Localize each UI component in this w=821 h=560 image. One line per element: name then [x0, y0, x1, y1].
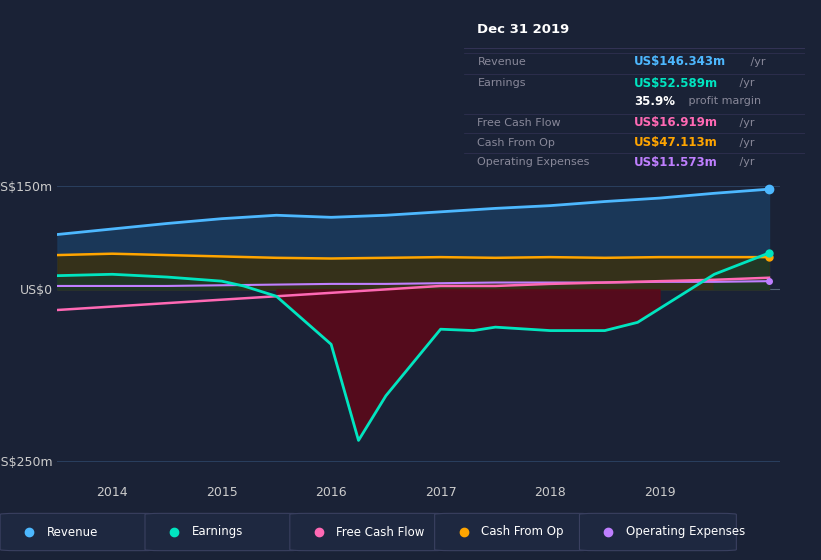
- Text: /yr: /yr: [736, 138, 755, 147]
- Text: 35.9%: 35.9%: [635, 95, 675, 108]
- FancyBboxPatch shape: [290, 514, 447, 550]
- Text: Dec 31 2019: Dec 31 2019: [478, 23, 570, 36]
- Text: /yr: /yr: [746, 57, 765, 67]
- Text: Earnings: Earnings: [478, 78, 526, 88]
- Text: Earnings: Earnings: [191, 525, 243, 539]
- Text: US$16.919m: US$16.919m: [635, 116, 718, 129]
- FancyBboxPatch shape: [0, 514, 157, 550]
- Text: Cash From Op: Cash From Op: [481, 525, 564, 539]
- Text: /yr: /yr: [736, 118, 755, 128]
- Text: US$146.343m: US$146.343m: [635, 55, 727, 68]
- Text: profit margin: profit margin: [686, 96, 761, 106]
- Text: Free Cash Flow: Free Cash Flow: [337, 525, 424, 539]
- FancyBboxPatch shape: [434, 514, 592, 550]
- Text: /yr: /yr: [736, 157, 755, 167]
- Text: /yr: /yr: [736, 78, 755, 88]
- Text: Operating Expenses: Operating Expenses: [626, 525, 745, 539]
- FancyBboxPatch shape: [580, 514, 736, 550]
- FancyBboxPatch shape: [145, 514, 302, 550]
- Text: US$52.589m: US$52.589m: [635, 77, 718, 90]
- Text: Free Cash Flow: Free Cash Flow: [478, 118, 561, 128]
- Text: Operating Expenses: Operating Expenses: [478, 157, 589, 167]
- Text: Revenue: Revenue: [478, 57, 526, 67]
- Text: Cash From Op: Cash From Op: [478, 138, 555, 147]
- Text: US$11.573m: US$11.573m: [635, 156, 718, 169]
- Text: US$47.113m: US$47.113m: [635, 136, 718, 149]
- Text: Revenue: Revenue: [47, 525, 99, 539]
